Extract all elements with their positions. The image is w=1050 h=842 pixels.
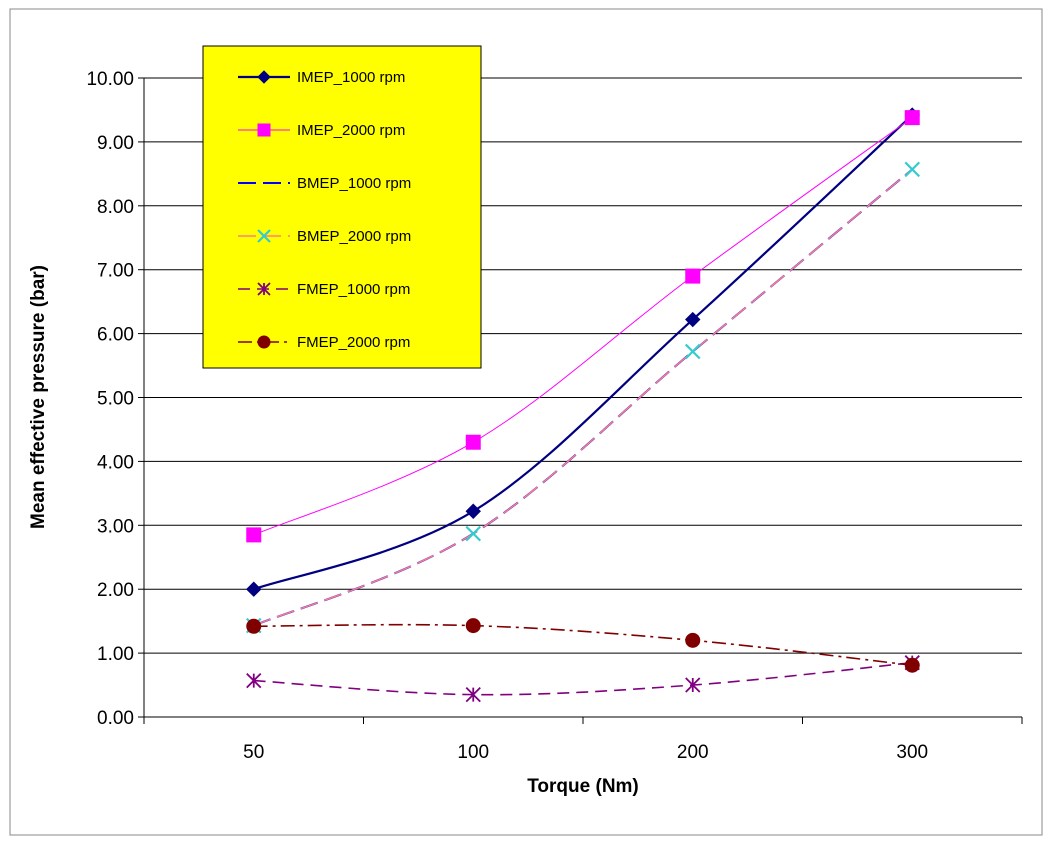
data-point-marker xyxy=(465,686,481,703)
legend-item: BMEP_1000 rpm xyxy=(238,175,411,192)
data-point-marker xyxy=(904,110,920,126)
y-tick-label: 9.00 xyxy=(97,133,134,154)
y-tick-label: 3.00 xyxy=(97,516,134,537)
data-point-marker xyxy=(684,343,701,360)
legend-marker xyxy=(257,123,271,137)
series-line-4 xyxy=(253,168,913,627)
data-point-marker xyxy=(246,527,262,543)
y-axis-title: Mean effective pressure (bar) xyxy=(28,265,49,529)
series-line-1 xyxy=(253,114,913,591)
series-line-5 xyxy=(253,661,913,696)
x-tick-label: 300 xyxy=(896,742,928,763)
y-tick-label: 6.00 xyxy=(97,325,134,346)
legend-marker xyxy=(257,335,271,349)
data-point-marker xyxy=(685,268,701,284)
axes: 0.00 1.00 2.00 3.00 4.00 5.00 6.00 7.00 8.00 9.00… xyxy=(86,69,1023,763)
series-line-2 xyxy=(253,117,913,536)
x-tick-label: 50 xyxy=(243,742,264,763)
y-tick-label: 1.00 xyxy=(97,644,134,665)
data-point-marker xyxy=(685,677,701,693)
y-tick-label: 0.00 xyxy=(97,708,134,729)
legend-marker xyxy=(257,282,271,296)
y-tick-label: 5.00 xyxy=(97,389,134,410)
data-point-marker xyxy=(465,503,481,519)
legend-item: FMEP_1000 rpm xyxy=(238,281,410,298)
x-tick-label: 200 xyxy=(677,742,709,763)
legend-item: FMEP_2000 rpm xyxy=(238,334,410,351)
x-tick-label: 100 xyxy=(457,742,489,763)
data-point-marker xyxy=(246,581,262,597)
legend-label: FMEP_1000 rpm xyxy=(297,281,410,298)
legend-label: BMEP_1000 rpm xyxy=(297,175,411,192)
legend-item: BMEP_2000 rpm xyxy=(238,228,411,245)
legend-marker xyxy=(257,229,271,243)
data-point-marker xyxy=(904,161,921,178)
y-tick-label: 7.00 xyxy=(97,261,134,282)
series-markers xyxy=(245,107,921,703)
data-point-marker xyxy=(465,618,481,634)
legend-box xyxy=(202,45,482,369)
legend-marker xyxy=(257,70,271,84)
x-axis-title: Torque (Nm) xyxy=(527,776,639,797)
series-lines xyxy=(253,114,913,696)
legend-label: IMEP_2000 rpm xyxy=(297,122,405,139)
y-tick-label: 8.00 xyxy=(97,197,134,218)
data-point-marker xyxy=(246,618,262,634)
legend-item: IMEP_1000 rpm xyxy=(238,69,405,86)
data-point-marker xyxy=(465,525,482,542)
data-point-marker xyxy=(685,632,701,648)
legend-label: BMEP_2000 rpm xyxy=(297,228,411,245)
data-point-marker xyxy=(904,657,920,673)
y-tick-label: 2.00 xyxy=(97,580,134,601)
data-point-marker xyxy=(465,434,481,450)
data-point-marker xyxy=(685,311,701,328)
legend: IMEP_1000 rpm IMEP_2000 rpm BMEP_1000 rpm B… xyxy=(202,45,482,369)
legend-label: IMEP_1000 rpm xyxy=(297,69,405,86)
y-tick-label: 4.00 xyxy=(97,452,134,473)
series-line-6 xyxy=(253,623,913,667)
data-point-marker xyxy=(246,672,262,689)
y-tick-label: 10.00 xyxy=(86,69,134,90)
legend-item: IMEP_2000 rpm xyxy=(238,122,405,139)
legend-label: FMEP_2000 rpm xyxy=(297,334,410,351)
